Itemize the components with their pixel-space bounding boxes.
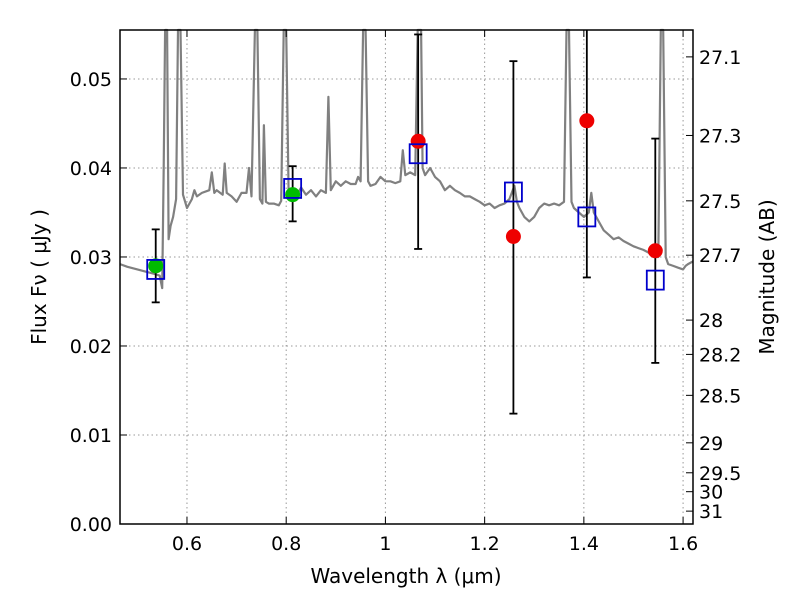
x-tick-label: 1 xyxy=(379,533,391,555)
error-bars xyxy=(151,30,660,415)
mag-tick-label: 29 xyxy=(699,433,723,455)
x-tick-label: 0.6 xyxy=(172,533,202,555)
x-axis-label: Wavelength λ (μm) xyxy=(310,564,501,588)
mag-tick-label: 30 xyxy=(699,482,723,504)
x-tick-label: 0.8 xyxy=(271,533,301,555)
ticks: 0.6 0.8 1 1.2 1.4 1.6 0.00 0.01 0.02 0.03 0.04 0.05… xyxy=(70,30,741,555)
model-band-square xyxy=(146,259,166,280)
plot-frame xyxy=(119,29,694,525)
model-band-square xyxy=(408,143,428,165)
y-tick-label: 0.00 xyxy=(70,514,112,536)
y-tick-label: 0.02 xyxy=(70,336,112,358)
mag-tick-label: 27.7 xyxy=(699,245,741,267)
model-band-square xyxy=(504,181,523,203)
mag-tick-label: 27.1 xyxy=(699,47,741,69)
y-tick-label: 0.01 xyxy=(70,425,112,447)
x-tick-label: 1.2 xyxy=(470,533,500,555)
model-band-square xyxy=(283,178,303,199)
model-band-square xyxy=(645,269,665,291)
y-tick-label: 0.05 xyxy=(70,69,112,91)
model-spectrum-line xyxy=(119,28,694,290)
observed-point-red xyxy=(505,229,521,245)
markers xyxy=(146,113,665,291)
x-tick-label: 1.6 xyxy=(668,533,698,555)
observed-point-red xyxy=(410,133,426,149)
observed-point-green xyxy=(285,187,301,203)
model-band-square xyxy=(577,206,597,228)
mag-tick-label: 29.5 xyxy=(699,463,741,485)
model-spectrum xyxy=(119,28,694,290)
y-axis-label: Flux Fν ( μJy ) xyxy=(27,209,51,345)
grid xyxy=(120,30,693,524)
y-axis-right-label: Magnitude (AB) xyxy=(755,199,779,354)
x-tick-label: 1.4 xyxy=(569,533,599,555)
mag-tick-label: 27.3 xyxy=(699,125,741,147)
mag-tick-label: 27.5 xyxy=(699,191,741,213)
observed-point-red xyxy=(579,113,595,129)
observed-point-green xyxy=(148,258,164,274)
observed-point-red xyxy=(647,243,663,259)
mag-tick-label: 28.5 xyxy=(699,385,741,407)
y-tick-label: 0.03 xyxy=(70,247,112,269)
y-tick-label: 0.04 xyxy=(70,158,112,180)
mag-tick-label: 28.2 xyxy=(699,344,741,366)
mag-tick-label: 31 xyxy=(699,501,723,523)
mag-tick-label: 28 xyxy=(699,310,723,332)
